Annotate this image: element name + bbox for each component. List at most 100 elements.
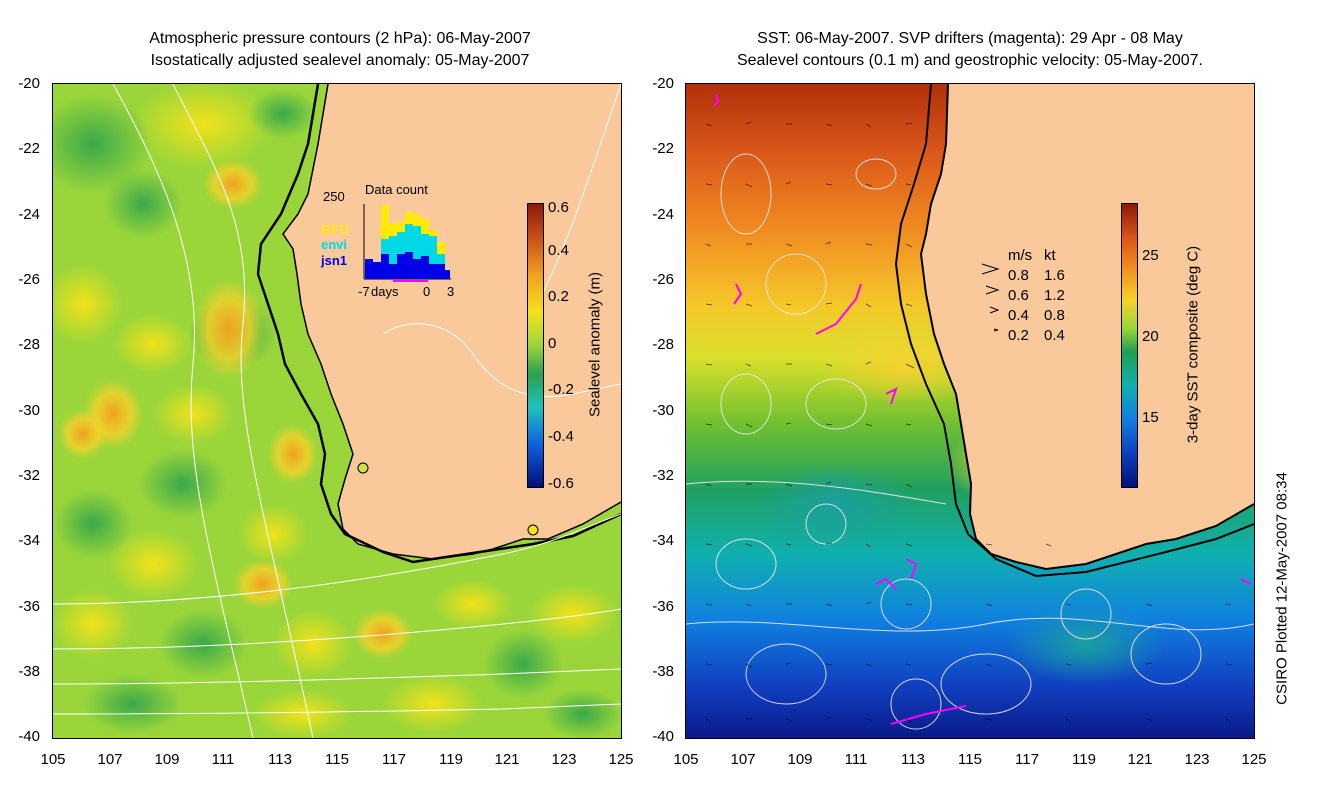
left-lat-label: -22 bbox=[18, 140, 40, 157]
velocity-key-kt: 0.4 bbox=[1044, 327, 1065, 344]
right-lon-label: 115 bbox=[958, 751, 982, 768]
right-map[interactable]: m/s kt 0.8 1.6 0.6 1.2 0.4 0.8 0.2 0.4 bbox=[686, 84, 1254, 738]
geostrophic-velocity-arrows bbox=[705, 121, 1233, 723]
right-lat-label: -40 bbox=[652, 728, 674, 745]
left-lat-label: -40 bbox=[18, 728, 40, 745]
left-lon-label: 111 bbox=[211, 751, 235, 768]
velocity-key-arrow-0.6 bbox=[985, 285, 1000, 295]
velocity-key-header-kt: kt bbox=[1044, 247, 1057, 264]
inset-legend-envi: envi bbox=[321, 237, 347, 252]
left-lon-label: 121 bbox=[494, 751, 520, 768]
right-lat-label: -32 bbox=[652, 467, 674, 484]
left-map-frame bbox=[52, 83, 622, 739]
sl-tick-m0.2: -0.2 bbox=[548, 381, 574, 398]
left-lon-label: 125 bbox=[608, 751, 634, 768]
right-map-frame bbox=[685, 83, 1255, 739]
sealevel-anomaly-blobs bbox=[53, 84, 621, 738]
coastline bbox=[282, 84, 621, 560]
velocity-key-ms: 0.4 bbox=[1008, 307, 1029, 324]
velocity-key-arrow-0.8 bbox=[981, 263, 1000, 275]
right-lat-label: -28 bbox=[652, 336, 674, 353]
left-lon-label: 113 bbox=[268, 751, 292, 768]
right-lat-label: -22 bbox=[652, 140, 674, 157]
right-lat-label: -36 bbox=[652, 598, 674, 615]
pressure-contours bbox=[53, 84, 621, 738]
left-lon-label: 115 bbox=[325, 751, 349, 768]
left-lat-label: -34 bbox=[18, 532, 40, 549]
left-title-line1: Atmospheric pressure contours (2 hPa): 0… bbox=[149, 30, 531, 47]
inset-x-minus7: -7 bbox=[358, 284, 370, 299]
left-lat-label: -20 bbox=[18, 75, 40, 92]
data-count-bars bbox=[365, 205, 450, 279]
right-lon-label: 125 bbox=[1241, 751, 1267, 768]
right-title-line1: SST: 06-May-2007. SVP drifters (magenta)… bbox=[757, 30, 1183, 47]
left-lat-label: -26 bbox=[18, 271, 40, 288]
inset-x-3: 3 bbox=[447, 284, 454, 299]
left-lon-label: 107 bbox=[97, 751, 123, 768]
sl-tick-0.6: 0.6 bbox=[548, 199, 569, 216]
credit-text: CSIRO Plotted 12-May-2007 08:34 bbox=[1273, 472, 1291, 705]
right-lat-label: -20 bbox=[652, 75, 674, 92]
sl-tick-0.4: 0.4 bbox=[548, 242, 569, 259]
sst-tick-15: 15 bbox=[1142, 409, 1159, 426]
right-lon-label: 117 bbox=[1015, 751, 1039, 768]
right-lat-label: -30 bbox=[652, 402, 674, 419]
right-lat-label: -26 bbox=[652, 271, 674, 288]
svp-drifter-tracks bbox=[713, 93, 1252, 725]
left-lon-label: 109 bbox=[154, 751, 180, 768]
right-lon-label: 121 bbox=[1127, 751, 1153, 768]
velocity-key-header-ms: m/s bbox=[1008, 247, 1032, 264]
shelf-edge-contour bbox=[256, 84, 621, 564]
sealevel-colorbar bbox=[527, 203, 544, 488]
right-lon-label: 109 bbox=[787, 751, 813, 768]
right-lon-label: 119 bbox=[1072, 751, 1096, 768]
left-lat-label: -36 bbox=[18, 598, 40, 615]
left-title-line2: Isostatically adjusted sealevel anomaly:… bbox=[150, 52, 530, 69]
velocity-key-arrow-0.4 bbox=[989, 306, 1000, 314]
left-lon-label: 117 bbox=[382, 751, 406, 768]
tide-gauge-marker bbox=[527, 524, 539, 536]
right-lat-label: -24 bbox=[652, 206, 674, 223]
right-lon-label: 123 bbox=[1184, 751, 1210, 768]
data-count-inset: 250 Data count GFO envi jsn1 -7 days 0 3 bbox=[320, 182, 454, 299]
sl-tick-m0.4: -0.4 bbox=[548, 428, 574, 445]
left-lat-label: -24 bbox=[18, 206, 40, 223]
coastline bbox=[919, 84, 1254, 571]
left-map[interactable]: 250 Data count GFO envi jsn1 -7 days 0 3 bbox=[53, 84, 621, 738]
inset-legend-jsn1: jsn1 bbox=[320, 253, 347, 268]
velocity-key-arrow-0.2 bbox=[993, 328, 999, 332]
sl-tick-m0.6: -0.6 bbox=[548, 475, 574, 492]
right-lon-label: 107 bbox=[730, 751, 756, 768]
velocity-key-ms: 0.8 bbox=[1008, 267, 1029, 284]
sealevel-colorbar-label: Sealevel anomaly (m) bbox=[586, 271, 604, 418]
shelf-edge-contour bbox=[894, 84, 1254, 578]
right-lat-label: -38 bbox=[652, 663, 674, 680]
velocity-key-kt: 1.2 bbox=[1044, 287, 1065, 304]
left-lon-label: 119 bbox=[439, 751, 463, 768]
left-lat-label: -38 bbox=[18, 663, 40, 680]
right-title-line2: Sealevel contours (0.1 m) and geostrophi… bbox=[736, 52, 1203, 69]
left-lon-label: 123 bbox=[551, 751, 577, 768]
right-lon-label: 113 bbox=[901, 751, 925, 768]
left-lat-label: -28 bbox=[18, 336, 40, 353]
sst-colorbar-label: 3-day SST composite (deg C) bbox=[1184, 245, 1202, 444]
left-lon-label: 105 bbox=[40, 751, 66, 768]
sealevel-contours bbox=[686, 153, 1254, 730]
velocity-key: m/s kt 0.8 1.6 0.6 1.2 0.4 0.8 0.2 0.4 bbox=[981, 247, 1065, 344]
sl-tick-0.2: 0.2 bbox=[548, 288, 569, 305]
velocity-key-kt: 0.8 bbox=[1044, 307, 1065, 324]
sst-tick-20: 20 bbox=[1142, 328, 1159, 345]
velocity-key-kt: 1.6 bbox=[1044, 267, 1065, 284]
velocity-key-ms: 0.6 bbox=[1008, 287, 1029, 304]
tide-gauge-marker bbox=[357, 462, 369, 474]
inset-max-label: 250 bbox=[323, 189, 345, 204]
inset-title: Data count bbox=[365, 182, 428, 197]
inset-x-0: 0 bbox=[423, 284, 430, 299]
sst-colorbar bbox=[1121, 203, 1138, 488]
left-lat-label: -32 bbox=[18, 467, 40, 484]
australia-landmass bbox=[921, 84, 1254, 569]
right-lon-label: 111 bbox=[844, 751, 868, 768]
right-lon-label: 105 bbox=[673, 751, 699, 768]
sl-tick-0: 0 bbox=[548, 335, 557, 352]
left-lat-label: -30 bbox=[18, 402, 40, 419]
